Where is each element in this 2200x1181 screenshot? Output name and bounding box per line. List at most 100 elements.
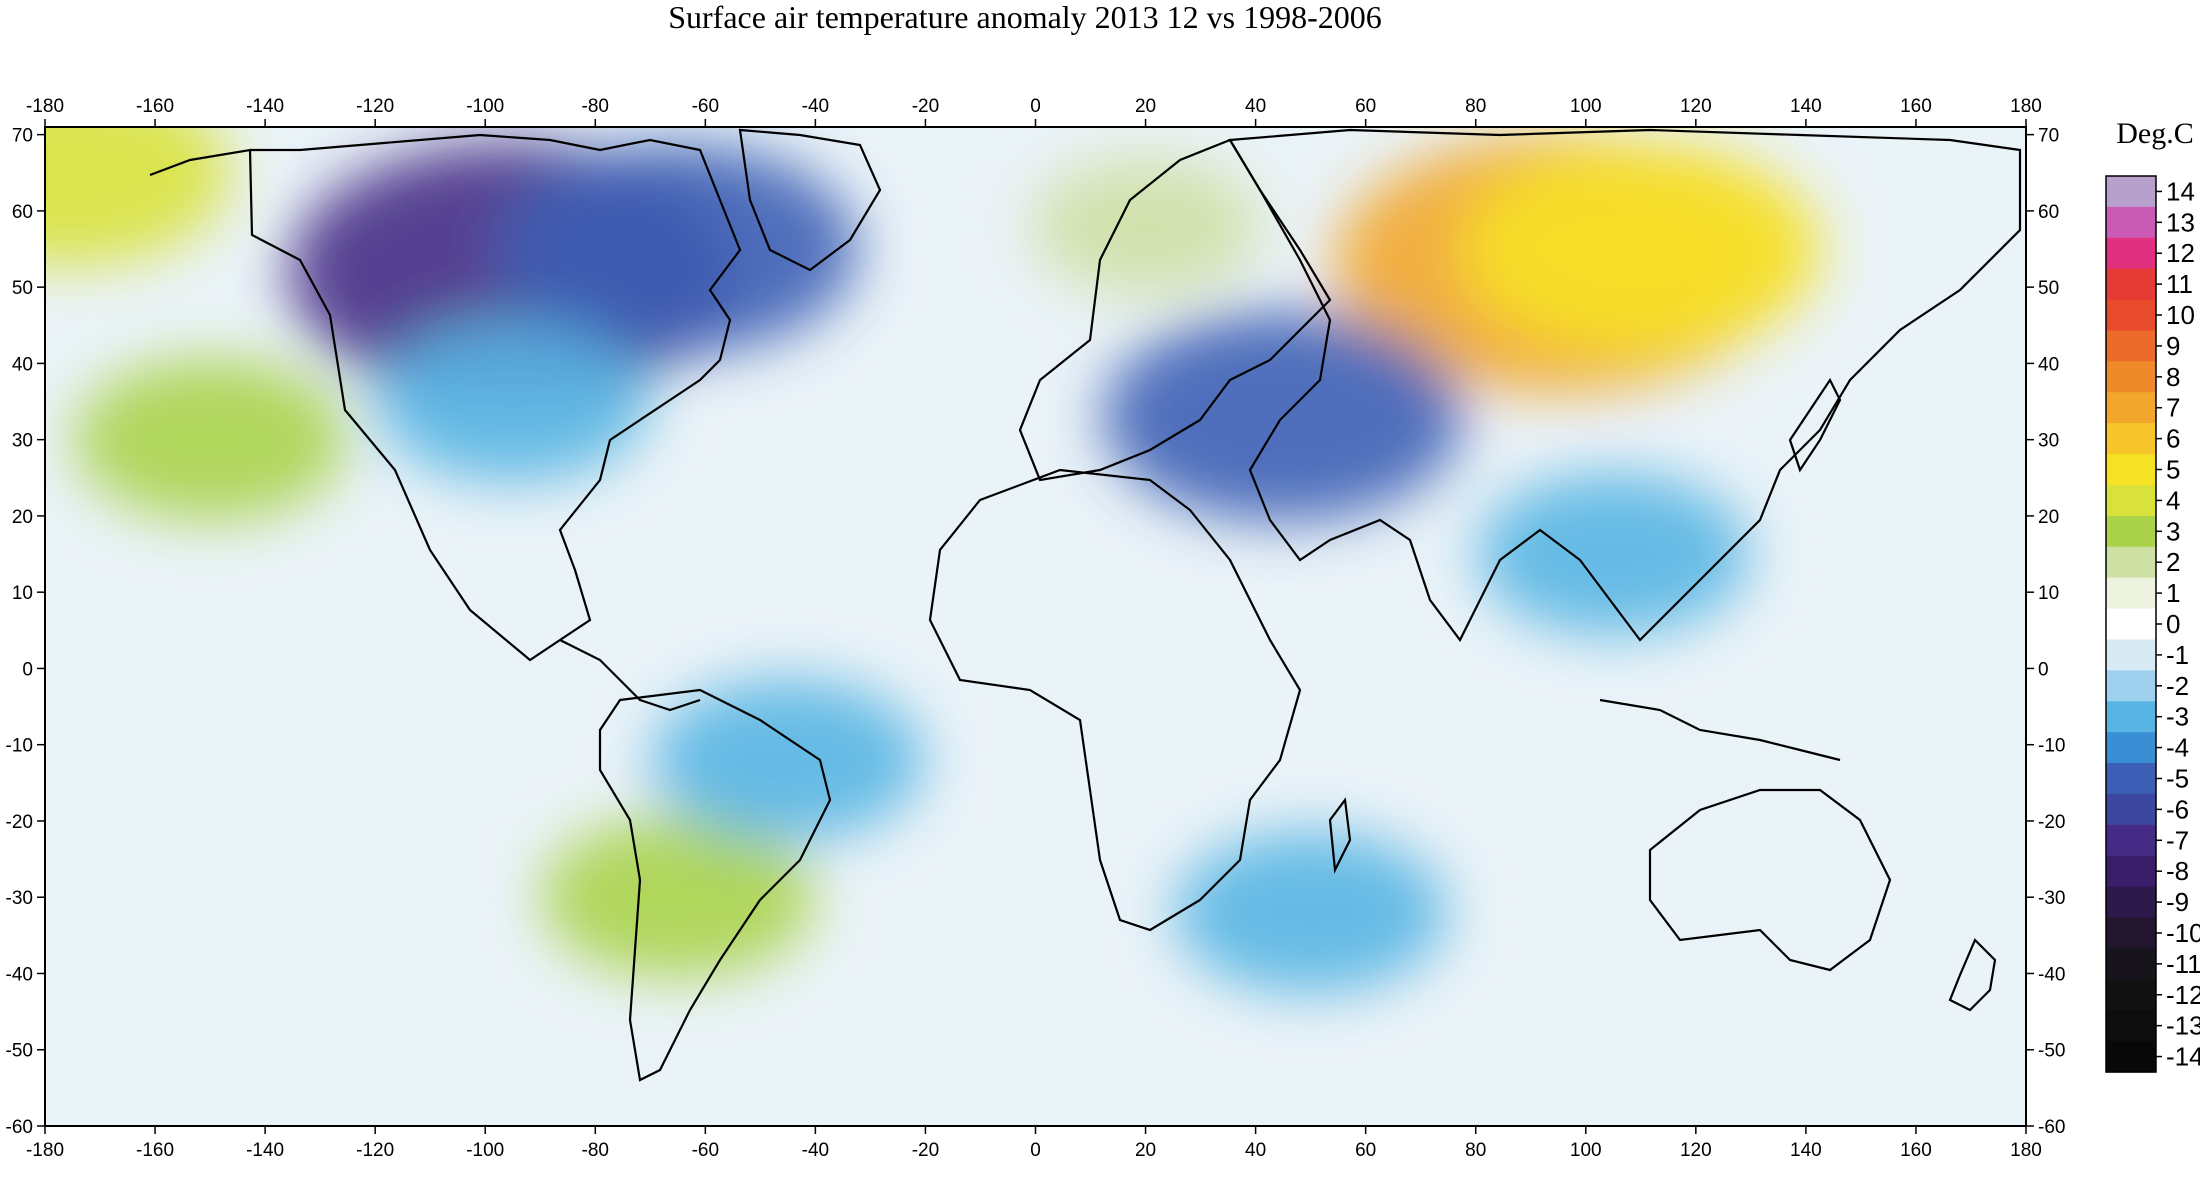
lon-tick-label-bottom: 100 — [1570, 1140, 1602, 1161]
anomaly-region-us-cold — [376, 320, 649, 483]
japan-coast — [1788, 377, 1842, 473]
legend-swatch — [2106, 546, 2156, 579]
anomaly-region-north-asia-warm — [1460, 144, 1821, 355]
lat-tick-label-right: 70 — [2038, 126, 2059, 147]
lat-tick-label-right: 20 — [2038, 507, 2059, 528]
lon-tick-label-bottom: 120 — [1680, 1140, 1712, 1161]
lon-tick-label-bottom: -100 — [466, 1140, 504, 1161]
new-zealand-coast — [1948, 938, 1997, 1012]
legend-swatch — [2106, 484, 2156, 517]
lat-tick-label-left: 60 — [12, 202, 33, 223]
africa-coast — [928, 468, 1302, 932]
lon-tick-label-top: 20 — [1135, 96, 1156, 117]
lat-tick-label-left: -20 — [6, 812, 33, 833]
color-legend: Deg.C 14131211109876543210-1-2-3-4-5-6-7… — [2105, 117, 2200, 1073]
legend-label: -12 — [2166, 980, 2200, 1010]
legend-label: 9 — [2166, 331, 2180, 361]
legend-swatch — [2106, 423, 2156, 455]
lon-tick-label-top: -60 — [692, 96, 719, 117]
legend-label: -9 — [2166, 887, 2189, 917]
asia-coast — [1228, 128, 2022, 643]
lon-tick-label-bottom: -60 — [692, 1140, 719, 1161]
legend-swatch — [2106, 855, 2156, 888]
coastlines — [149, 128, 2022, 1082]
lat-tick-label-right: -10 — [2038, 736, 2065, 757]
legend-label: -5 — [2166, 763, 2189, 793]
lon-tick-label-top: 120 — [1680, 96, 1712, 117]
lon-tick-label-bottom: -160 — [136, 1140, 174, 1161]
lat-tick-label-left: 0 — [22, 659, 33, 680]
lon-tick-label-bottom: 20 — [1135, 1140, 1156, 1161]
lon-tick-label-top: 0 — [1030, 96, 1041, 117]
legend-swatch — [2106, 917, 2156, 950]
lon-tick-label-top: -140 — [246, 96, 284, 117]
lon-tick-label-top: 160 — [1900, 96, 1932, 117]
legend-title: Deg.C — [2116, 117, 2194, 150]
legend-swatch — [2106, 948, 2156, 980]
legend-label: 0 — [2166, 609, 2180, 639]
legend-label: 6 — [2166, 424, 2180, 454]
lat-tick-label-right: 60 — [2038, 202, 2059, 223]
legend-label: 10 — [2166, 300, 2195, 330]
lat-tick-label-right: 40 — [2038, 354, 2059, 375]
legend-label: 5 — [2166, 455, 2180, 485]
anomaly-region-southern-africa-ocean-cold — [1174, 831, 1447, 994]
north-america-coast — [149, 133, 742, 662]
legend-label: -2 — [2166, 671, 2189, 701]
legend-swatch — [2106, 793, 2156, 826]
legend-swatch — [2106, 268, 2156, 301]
lat-tick-label-left: 20 — [12, 507, 33, 528]
lat-tick-label-right: -60 — [2038, 1117, 2065, 1138]
lat-tick-label-right: 30 — [2038, 431, 2059, 452]
anomaly-region-south-america-warm — [541, 816, 814, 979]
legend-swatch — [2106, 454, 2156, 486]
anomaly-region-north-pacific-warm — [74, 358, 347, 521]
lon-tick-label-bottom: -180 — [26, 1140, 64, 1161]
lat-tick-label-right: -30 — [2038, 888, 2065, 909]
legend-swatch — [2106, 361, 2156, 393]
anomaly-field — [45, 127, 2026, 1126]
lon-tick-label-top: 100 — [1570, 96, 1602, 117]
legend-swatch — [2106, 1010, 2156, 1042]
lon-tick-label-top: 140 — [1790, 96, 1822, 117]
legend-label: 8 — [2166, 362, 2180, 392]
legend-swatches — [2106, 176, 2156, 1073]
legend-swatch — [2106, 824, 2156, 857]
anomaly-region-brazil-coast-cold — [651, 678, 924, 841]
lat-tick-label-left: -30 — [6, 888, 33, 909]
lon-tick-label-top: -100 — [466, 96, 504, 117]
lon-tick-label-top: 60 — [1355, 96, 1376, 117]
lat-tick-label-left: -40 — [6, 964, 33, 985]
lat-tick-label-left: 70 — [12, 126, 33, 147]
lat-tick-label-left: -60 — [6, 1117, 33, 1138]
lon-tick-label-top: 80 — [1465, 96, 1486, 117]
map-title: Surface air temperature anomaly 2013 12 … — [668, 0, 1382, 35]
anomaly-region-europe-warm — [1031, 157, 1260, 296]
legend-swatch — [2106, 639, 2156, 671]
axis-tick-labels: -180-180-160-160-140-140-120-120-100-100… — [6, 96, 2066, 1161]
madagascar-coast — [1328, 797, 1352, 874]
greenland-coast — [738, 128, 882, 272]
legend-swatch — [2106, 299, 2156, 332]
south-america-coast — [598, 688, 832, 1082]
lon-tick-label-bottom: -80 — [582, 1140, 609, 1161]
legend-label: -4 — [2166, 733, 2189, 763]
lon-tick-label-bottom: 160 — [1900, 1140, 1932, 1161]
legend-label: 13 — [2166, 207, 2195, 237]
lon-tick-label-top: 40 — [1245, 96, 1266, 117]
legend-swatch — [2106, 237, 2156, 270]
legend-swatch — [2106, 886, 2156, 919]
legend-label: 4 — [2166, 485, 2180, 515]
europe-coast — [1018, 138, 1332, 482]
legend-swatch — [2106, 176, 2156, 208]
legend-swatch — [2106, 330, 2156, 362]
lat-tick-label-left: -10 — [6, 736, 33, 757]
lon-tick-label-bottom: -140 — [246, 1140, 284, 1161]
lat-tick-label-left: 30 — [12, 431, 33, 452]
lat-tick-label-left: 40 — [12, 354, 33, 375]
lat-tick-label-right: -40 — [2038, 964, 2065, 985]
lat-tick-label-right: 50 — [2038, 278, 2059, 299]
legend-label: 12 — [2166, 238, 2195, 268]
